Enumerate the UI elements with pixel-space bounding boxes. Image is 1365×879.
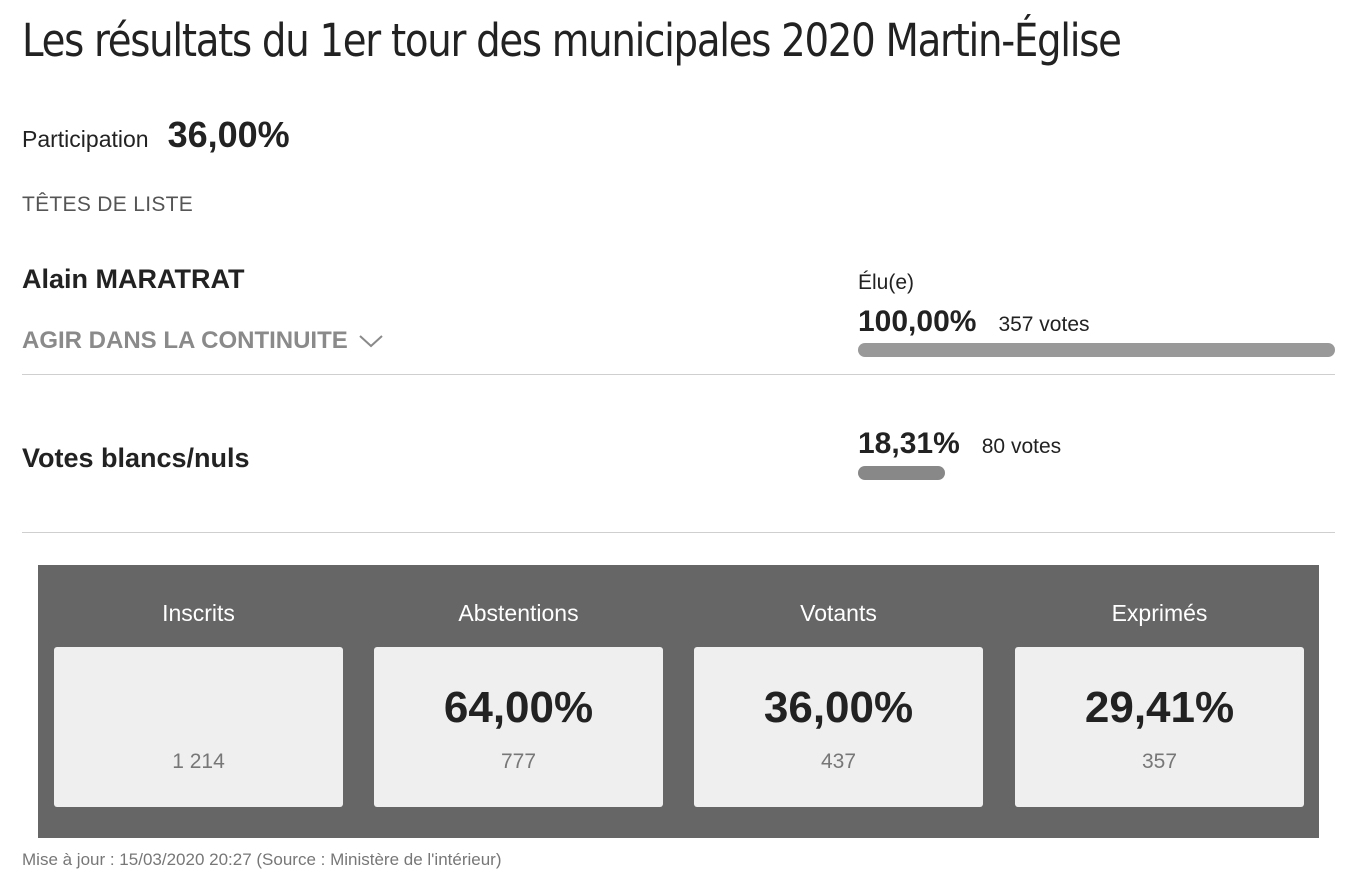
participation-label: Participation (22, 126, 149, 152)
blank-votes-bar-track (858, 466, 1335, 480)
candidate-bar-track (858, 343, 1335, 357)
candidate-bar (858, 343, 1335, 357)
stat-inscrits: Inscrits 1 214 (54, 565, 343, 838)
stat-label: Inscrits (162, 600, 235, 626)
stat-box: 36,00% 437 (694, 647, 983, 807)
participation: Participation 36,00% (22, 114, 290, 156)
candidate-name: Alain MARATRAT (22, 264, 245, 294)
candidate-row: Alain MARATRAT AGIR DANS LA CONTINUITE É… (22, 262, 1335, 375)
candidate-list-toggle[interactable]: AGIR DANS LA CONTINUITE (22, 327, 384, 355)
candidate-result: 100,00% 357 votes (858, 305, 1090, 339)
stat-exprimes: Exprimés 29,41% 357 (1015, 565, 1304, 838)
stat-count: 357 (1141, 750, 1178, 773)
stat-count: 1 214 (172, 750, 225, 773)
page-title: Les résultats du 1er tour des municipale… (22, 14, 1122, 67)
stat-percent: 36,00% (763, 683, 914, 732)
stat-count: 437 (820, 750, 857, 773)
candidate-votes: 357 votes (998, 313, 1090, 336)
section-label-heads-of-list: TÊTES DE LISTE (22, 193, 194, 216)
blank-votes-bar (858, 466, 945, 480)
stat-box: 64,00% 777 (374, 647, 663, 807)
stat-label: Exprimés (1111, 600, 1208, 626)
candidate-percent: 100,00% (858, 305, 977, 338)
stat-label: Votants (800, 600, 877, 626)
stat-percent: 29,41% (1084, 683, 1235, 732)
stat-count: 777 (500, 750, 537, 773)
stat-abstentions: Abstentions 64,00% 777 (374, 565, 663, 838)
candidate-list-name: AGIR DANS LA CONTINUITE (22, 327, 348, 354)
stat-label: Abstentions (458, 600, 579, 626)
stats-panel: Inscrits 1 214 Abstentions 64,00% 777 Vo… (38, 565, 1319, 838)
blank-votes-result: 18,31% 80 votes (858, 427, 1061, 461)
blank-votes-percent: 18,31% (858, 427, 960, 460)
stat-percent: 64,00% (443, 683, 594, 732)
blank-votes-count: 80 votes (981, 435, 1062, 458)
participation-value: 36,00% (167, 114, 290, 155)
stat-votants: Votants 36,00% 437 (694, 565, 983, 838)
stat-box: 1 214 (54, 647, 343, 807)
blank-votes-row: Votes blancs/nuls 18,31% 80 votes (22, 375, 1335, 533)
blank-votes-label: Votes blancs/nuls (22, 443, 250, 473)
stat-box: 29,41% 357 (1015, 647, 1304, 807)
update-footer: Mise à jour : 15/03/2020 20:27 (Source :… (22, 850, 502, 869)
elected-status: Élu(e) (858, 271, 915, 294)
chevron-down-icon (359, 335, 383, 348)
